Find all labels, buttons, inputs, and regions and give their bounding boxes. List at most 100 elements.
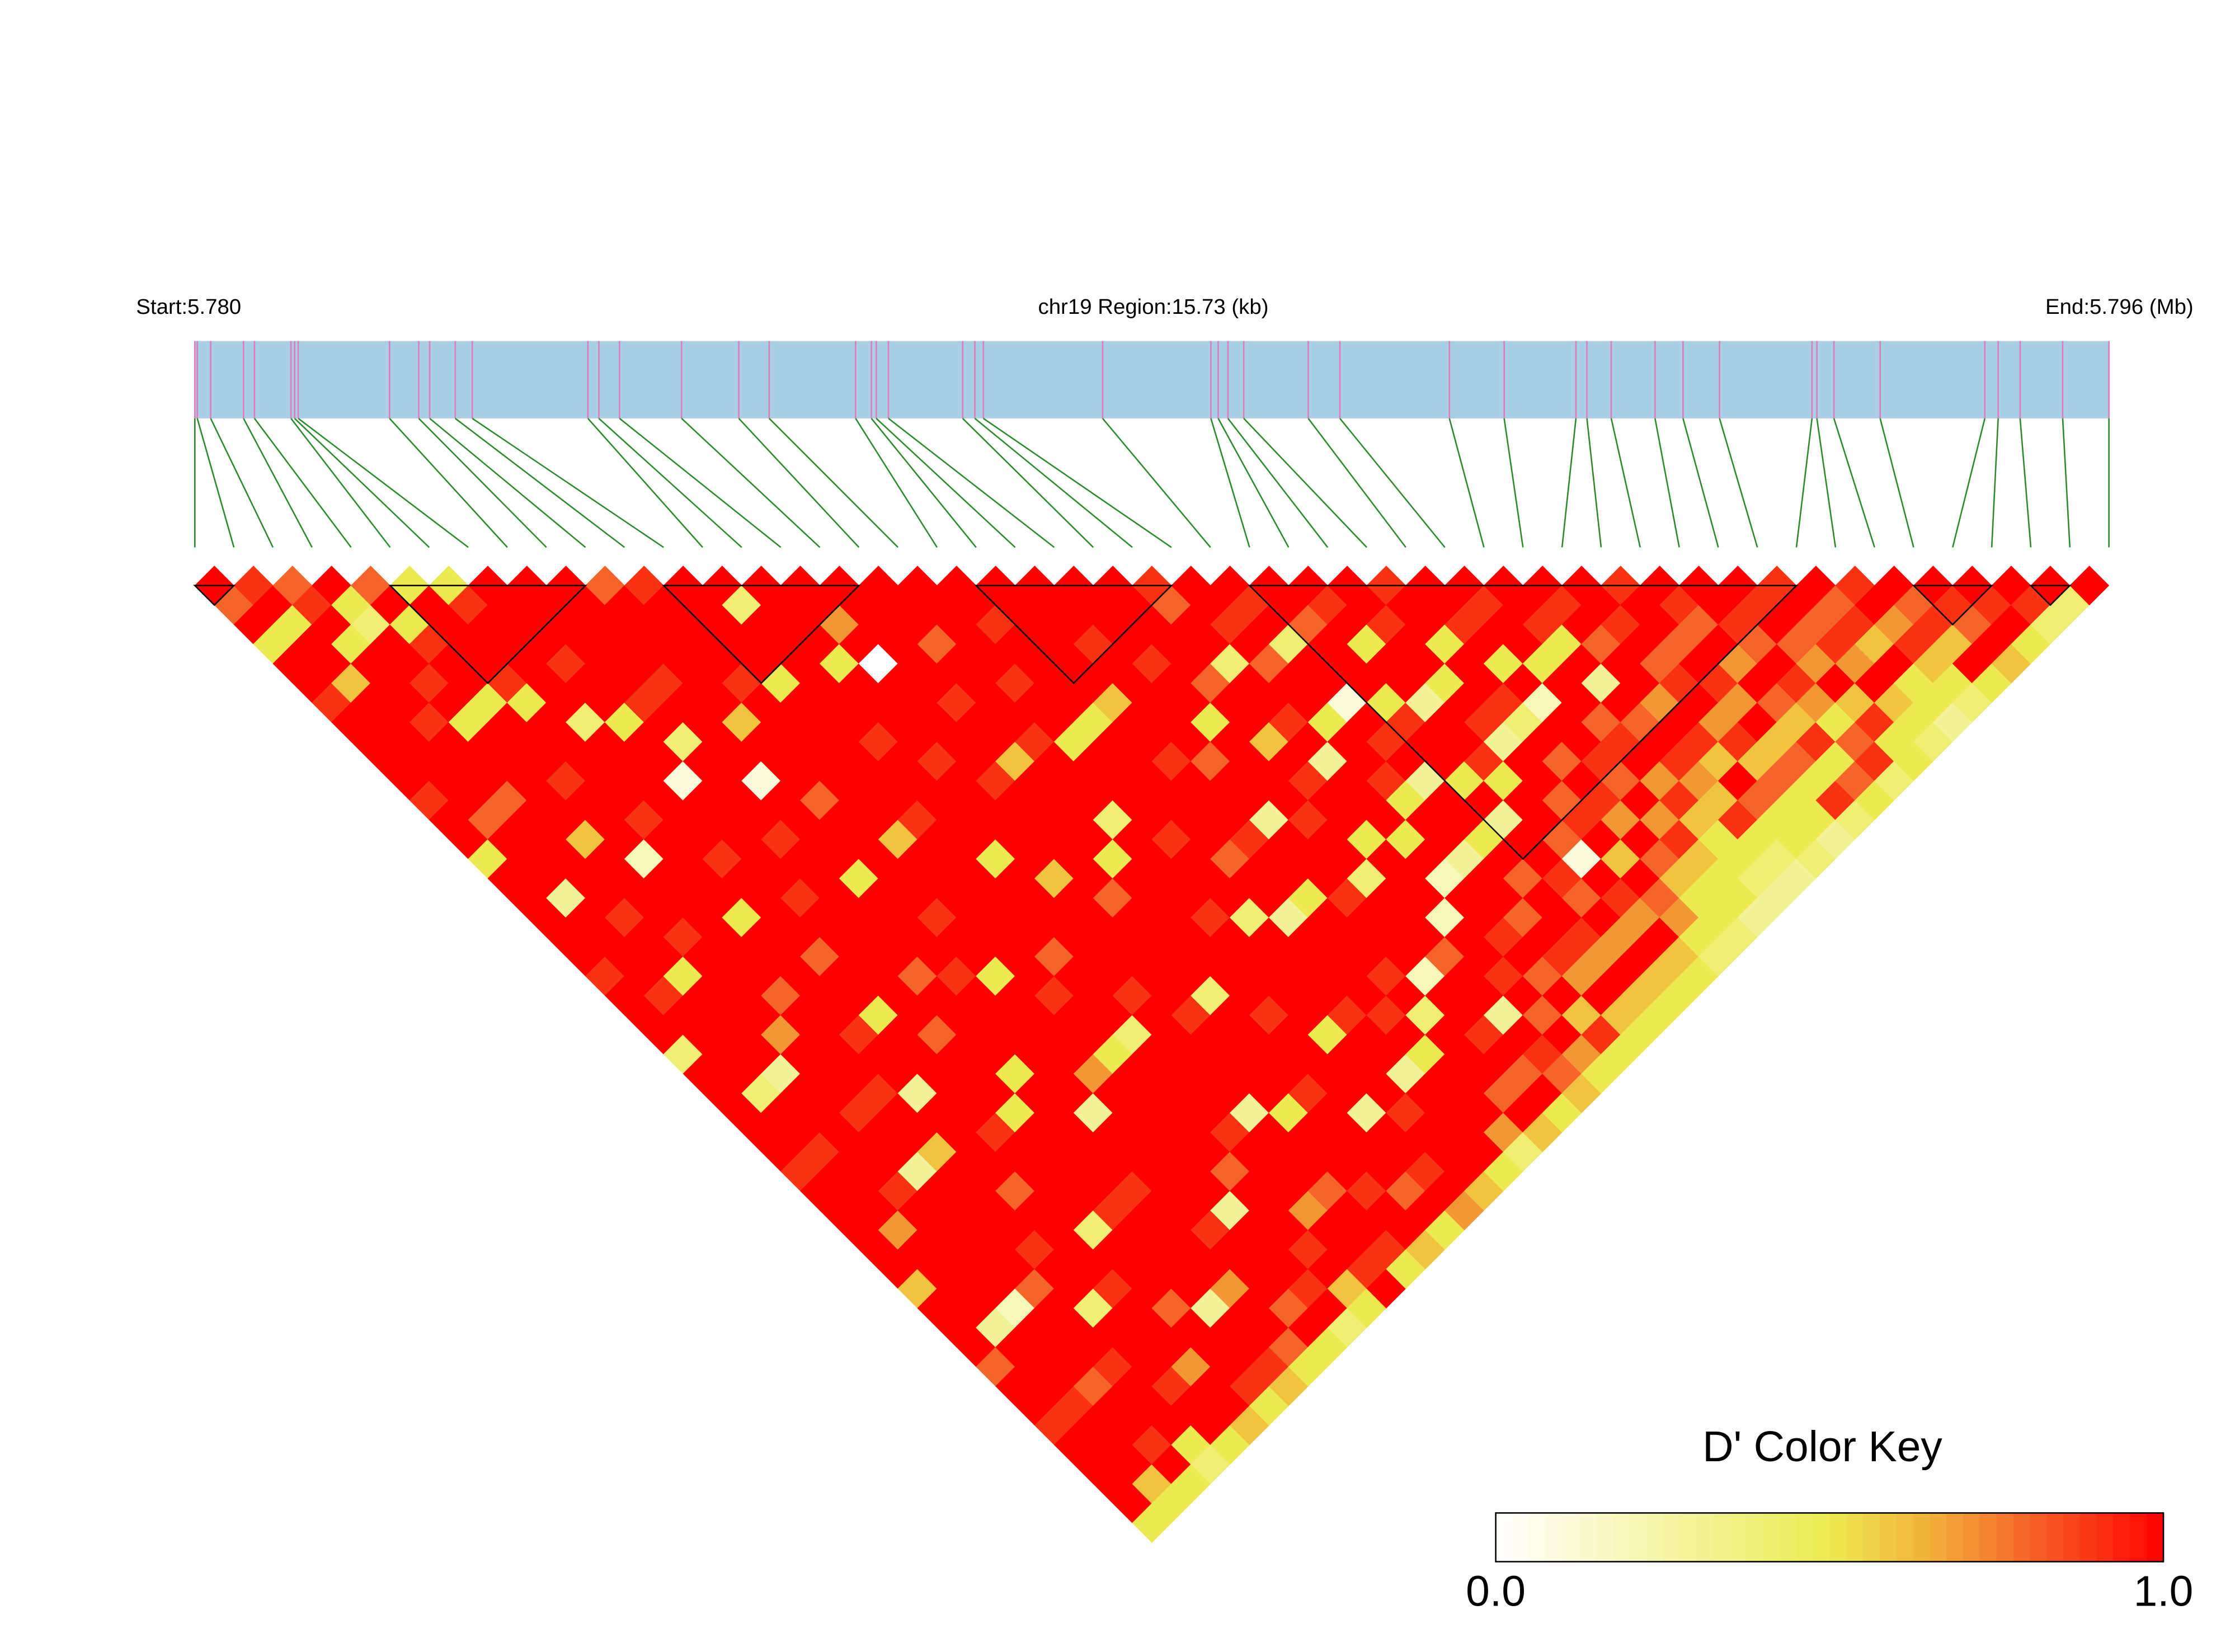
snp-connector [253,418,352,548]
key-swatch [1829,1513,1847,1562]
key-swatch [2113,1513,2131,1562]
key-swatch [1646,1513,1664,1562]
ld-block [193,585,236,606]
key-swatch [1963,1513,1981,1562]
key-swatch [2130,1513,2148,1562]
key-swatch [1712,1513,1730,1562]
snp-connector [1339,418,1446,548]
snp-connector [1307,418,1406,548]
key-swatch [1495,1513,1513,1562]
key-swatch [1662,1513,1681,1562]
ld-cell [2069,566,2110,606]
region-label: chr19 Region:15.73 (kb) [1038,295,1268,319]
key-swatch [1913,1513,1931,1562]
snp-connector [210,418,274,548]
snp-connector [1503,418,1524,548]
end-label: End:5.796 (Mb) [2045,295,2194,319]
key-swatch [1579,1513,1597,1562]
key-swatch [1696,1513,1714,1562]
key-swatch [1996,1513,2014,1562]
key-swatch [1979,1513,1997,1562]
snp-connector [389,418,508,548]
key-swatch [2079,1513,2097,1562]
key-frame [1495,1512,2165,1562]
key-swatch [1813,1513,1831,1562]
snp-connector [769,418,899,548]
snp-connector [681,417,821,548]
snp-connector [454,417,625,548]
snp-connector [290,418,391,548]
snp-connector [871,418,977,548]
region-bar [195,341,2109,418]
snp-connector [1816,418,1837,548]
snp-connector [1991,418,1999,548]
snp-connector [738,418,860,548]
snp-connector [2062,418,2071,548]
snp-connector [243,418,313,548]
key-swatch [1679,1513,1697,1562]
snp-connector [196,418,235,548]
snp-connector [1682,418,1719,548]
ld-block [2029,585,2072,606]
snp-connector [1586,418,1602,548]
ld-block [388,585,587,684]
snp-connector [1243,418,1367,548]
key-swatch [1546,1513,1564,1562]
snp-connector [888,417,1055,548]
snp-connector [1210,418,1250,548]
snp-connector [298,417,469,548]
key-swatch [1612,1513,1630,1562]
snp-connector [619,417,782,548]
snp-connector [1795,418,1813,548]
snp-connector [974,417,1133,548]
key-swatch [2013,1513,2031,1562]
snp-connector [1227,418,1329,548]
key-swatch [1796,1513,1814,1562]
ld-block [1912,585,1994,626]
key-swatch [1512,1513,1530,1562]
key-tick-label: 1.0 [2134,1568,2194,1616]
key-swatch [1729,1513,1747,1562]
snp-connector [472,417,664,548]
snp-connector [855,418,938,548]
ld-block [974,585,1173,684]
ld-block [662,585,861,684]
key-swatch [1529,1513,1547,1562]
snp-connector [1102,418,1211,548]
key-title: D' Color Key [1702,1423,1942,1471]
snp-connector [587,418,703,548]
key-swatch [2046,1513,2064,1562]
key-swatch [2063,1513,2081,1562]
snp-connector [1833,418,1875,548]
snp-connector [418,418,547,548]
key-swatch [1762,1513,1781,1562]
key-swatch [2030,1513,2048,1562]
key-swatch [1862,1513,1881,1562]
key-swatch [1930,1513,1947,1562]
key-swatch [1846,1513,1864,1562]
key-swatch [2147,1513,2165,1562]
snp-connector [1719,418,1758,548]
key-tick-label: 0.0 [1466,1568,1526,1616]
key-swatch [1946,1513,1964,1562]
start-label: Start:5.780 [136,295,241,319]
snp-connector [294,418,430,548]
key-swatch [2096,1513,2114,1562]
ld-block [1248,585,1799,860]
snp-connector [2019,418,2032,548]
key-swatch [1596,1513,1613,1562]
key-swatch [1896,1513,1914,1562]
snp-connector [982,417,1172,548]
key-swatch [1779,1513,1797,1562]
snp-connector [1610,418,1641,548]
snp-connector [1217,418,1290,548]
key-swatch [1562,1513,1580,1562]
snp-connector [876,417,1016,548]
snp-connector [1879,418,1914,548]
key-swatch [1746,1513,1764,1562]
snp-connector [1448,418,1485,548]
key-swatch [1879,1513,1897,1562]
snp-connector [598,417,742,548]
